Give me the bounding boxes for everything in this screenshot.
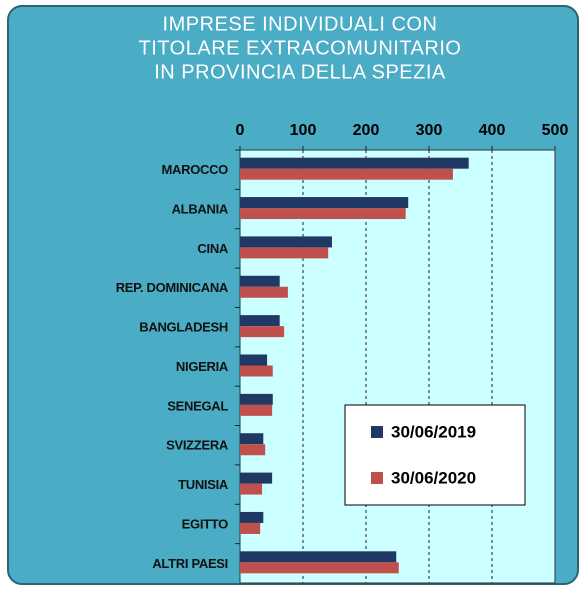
bar [240, 562, 399, 574]
legend-marker [371, 472, 383, 484]
legend-label: 30/06/2020 [391, 468, 476, 487]
y-tick-label: ALTRI PAESI [152, 556, 228, 571]
y-tick-label: SVIZZERA [166, 438, 229, 453]
y-tick-label: MAROCCO [161, 162, 228, 177]
bar [240, 168, 453, 180]
bar [240, 404, 273, 416]
bar [240, 444, 266, 456]
y-tick-label: CINA [197, 241, 228, 256]
y-tick-label: REP. DOMINICANA [116, 280, 229, 295]
legend-box [344, 404, 526, 506]
bar [240, 354, 268, 366]
y-tick-label: SENEGAL [167, 398, 228, 413]
bar [240, 208, 406, 220]
x-tick-label: 0 [236, 122, 245, 139]
chart-title: IN PROVINCIA DELLA SPEZIA [154, 61, 446, 83]
bar [240, 157, 469, 169]
bar [240, 236, 332, 248]
y-tick-label: EGITTO [182, 516, 229, 531]
legend-marker [371, 426, 383, 438]
y-tick-label: BANGLADESH [139, 320, 228, 335]
bar [240, 197, 409, 209]
bar [240, 393, 273, 405]
y-tick-label: TUNISIA [178, 477, 229, 492]
bar [240, 472, 273, 484]
bar [240, 286, 288, 298]
bar [240, 315, 280, 327]
x-tick-label: 100 [290, 122, 317, 139]
plot-area [239, 149, 556, 584]
x-tick-label: 400 [479, 122, 506, 139]
y-tick-label: ALBANIA [172, 201, 229, 216]
bar [240, 365, 273, 377]
bar [240, 247, 329, 259]
legend-label: 30/06/2019 [391, 422, 476, 441]
x-tick-label: 300 [416, 122, 443, 139]
bar [240, 522, 261, 534]
bar [240, 511, 264, 523]
y-tick-label: NIGERIA [176, 359, 229, 374]
bar [240, 275, 280, 287]
bar [240, 551, 397, 563]
chart-title: TITOLARE EXTRACOMUNITARIO [139, 37, 462, 59]
bar [240, 483, 263, 495]
bar [240, 433, 264, 445]
bar [240, 326, 285, 338]
chart-title: IMPRESE INDIVIDUALI CON [163, 13, 438, 35]
x-tick-label: 500 [542, 122, 569, 139]
x-tick-label: 200 [353, 122, 380, 139]
